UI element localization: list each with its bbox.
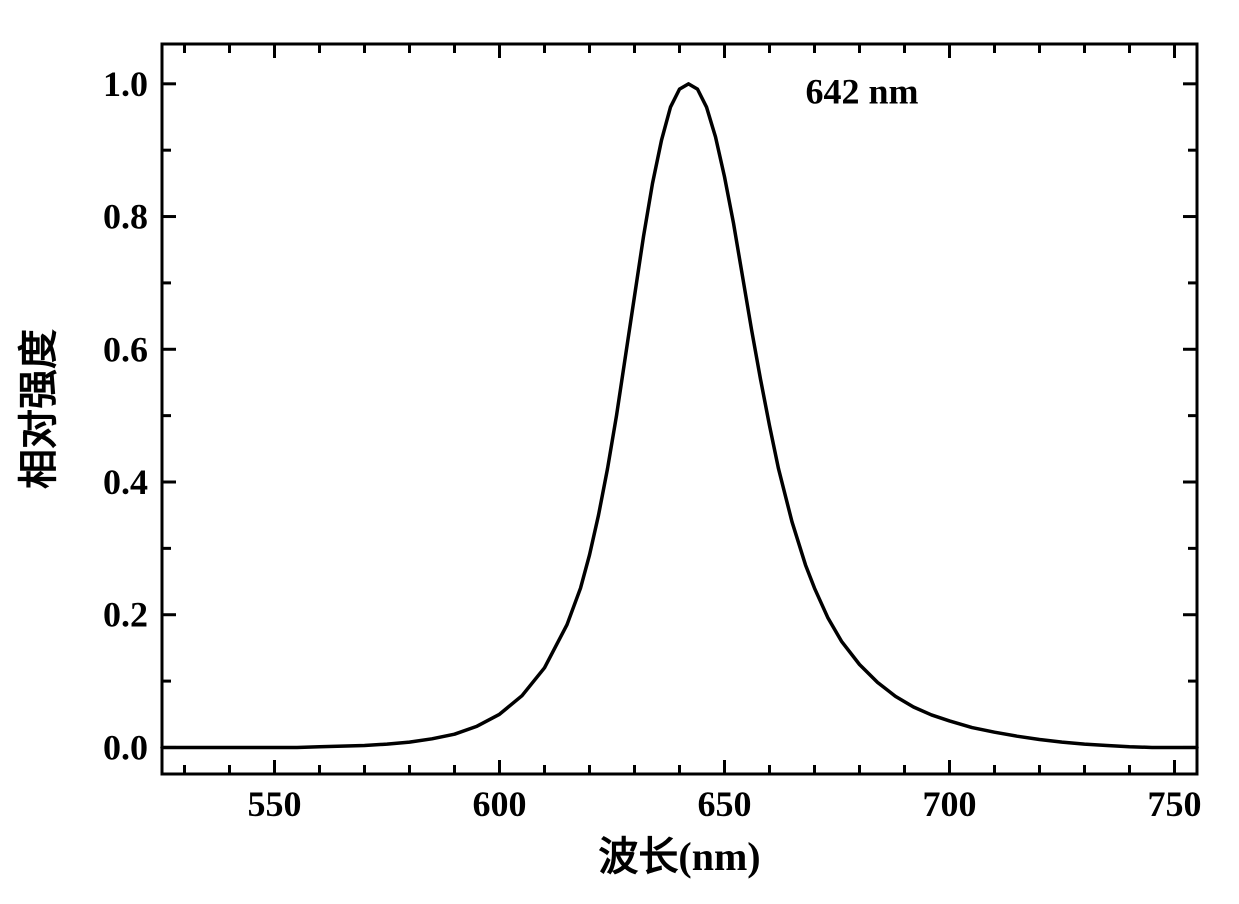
chart-svg: 550 600 650 700 750 0.0 0.2 0.4 0.6 0.8 1.0 642 nm 波… [0,0,1239,904]
y-tick-label: 0.2 [103,595,148,635]
x-tick-label: 650 [698,784,752,824]
x-tick-label: 600 [473,784,527,824]
x-tick-label: 700 [923,784,977,824]
x-tick-label: 550 [248,784,302,824]
y-tick-label: 0.4 [103,462,148,502]
x-axis-label: 波长(nm) [598,834,760,879]
peak-label: 642 nm [806,72,919,112]
spectrum-chart: 550 600 650 700 750 0.0 0.2 0.4 0.6 0.8 1.0 642 nm 波… [0,0,1239,904]
x-tick-label: 750 [1148,784,1202,824]
y-tick-label: 0.0 [103,727,148,767]
y-tick-label: 0.8 [103,197,148,237]
y-tick-label: 1.0 [103,64,148,104]
y-axis-label: 相对强度 [16,329,61,489]
y-tick-label: 0.6 [103,329,148,369]
